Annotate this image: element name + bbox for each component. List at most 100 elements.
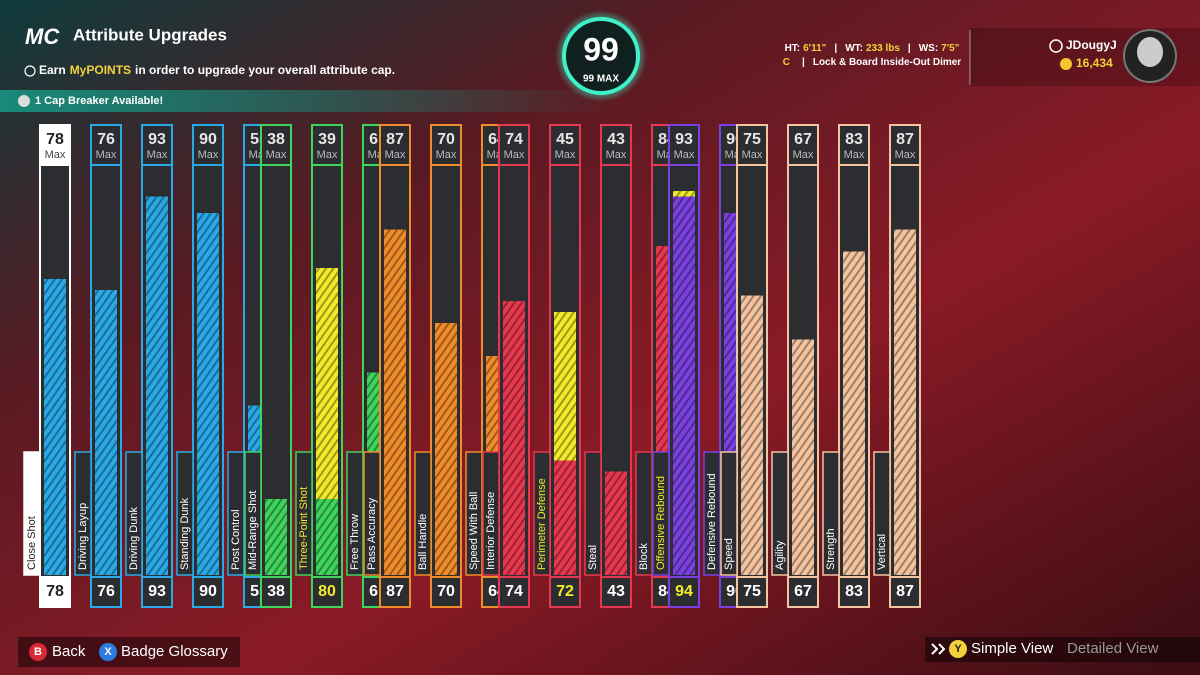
cap-box (498, 124, 530, 166)
cap-label: Max (793, 149, 814, 161)
attribute-value: 90 (199, 583, 217, 600)
cap-value: 93 (675, 131, 693, 148)
name-tab (482, 451, 500, 576)
b-button[interactable] (29, 643, 47, 661)
attribute-name: Pass Accuracy (366, 497, 378, 570)
b-button-label: B (34, 646, 42, 658)
cap-box (430, 124, 462, 166)
info-text: Earn MyPOINTS in order to upgrade your ove… (39, 63, 395, 77)
cap-breaker-text: 1 Cap Breaker Available! (35, 95, 163, 107)
cap-breaker-icon (18, 95, 30, 107)
cap-label: Max (844, 149, 865, 161)
cap-value: 43 (607, 131, 625, 148)
fill-stripes (95, 290, 117, 575)
base-stripes (673, 196, 695, 575)
attribute-name: Mid-Range Shot (247, 491, 259, 571)
cap-value: 39 (318, 131, 336, 148)
x-button[interactable] (99, 643, 117, 661)
cap-value: 45 (556, 131, 574, 148)
view-arrows (931, 643, 946, 655)
footer-left (18, 637, 240, 667)
fill-stripes (146, 196, 168, 575)
cap-box (311, 124, 343, 166)
value-box (141, 576, 173, 608)
value-box (39, 576, 71, 608)
cap-label: Max (606, 149, 627, 161)
attribute-value: 74 (505, 583, 523, 600)
attribute-value: 94 (675, 583, 693, 600)
value-box (311, 576, 343, 608)
name-tab (652, 451, 670, 576)
value-box (787, 576, 819, 608)
player-measurements: HT: 6'11" | WT: 233 lbs | WS: 7'5" (785, 43, 960, 54)
cap-value: 70 (437, 131, 455, 148)
value-box (379, 576, 411, 608)
attribute-name: Speed (723, 538, 735, 570)
fill-stripes (843, 251, 865, 575)
attribute-name: Offensive Rebound (655, 476, 667, 570)
fill-stripes (197, 213, 219, 575)
attribute-name: Free Throw (349, 514, 361, 570)
attribute-value: 75 (743, 583, 761, 600)
name-tab (635, 451, 653, 576)
cap-value: 87 (896, 131, 914, 148)
back[interactable]: Back (52, 643, 86, 660)
attribute-name: Vertical (876, 534, 888, 570)
vc-coin (1060, 58, 1072, 70)
cap-box (736, 124, 768, 166)
gamertag: JDougyJ (1066, 38, 1117, 52)
xbox-icon (1049, 39, 1063, 53)
attribute-value: 70 (437, 583, 455, 600)
simple-view[interactable]: Simple View (971, 640, 1053, 657)
attribute-value: 80 (318, 583, 336, 600)
cap-value: 74 (505, 131, 523, 148)
name-tab (125, 451, 143, 576)
avatar-face (1137, 37, 1163, 67)
value-box (90, 576, 122, 608)
name-tab (295, 451, 313, 576)
attribute-value: 78 (46, 583, 64, 600)
cap-label: Max (742, 149, 763, 161)
attribute-name: Speed With Ball (468, 492, 480, 570)
cap-label: Max (385, 149, 406, 161)
name-tab (74, 451, 92, 576)
badge-glossary[interactable]: Badge Glossary (121, 643, 228, 660)
cap-box (90, 124, 122, 166)
cap-box (379, 124, 411, 166)
cap-value: 78 (46, 131, 64, 148)
fill-stripes (741, 295, 763, 575)
overall-max: 99 MAX (583, 74, 619, 85)
player-build: C | Lock & Board Inside-Out Dimer (783, 57, 962, 68)
cap-box (141, 124, 173, 166)
cap-value: 93 (148, 131, 166, 148)
overall-badge (562, 17, 640, 95)
y-button[interactable] (949, 640, 967, 658)
y-button-label: Y (954, 643, 962, 655)
cap-box (600, 124, 632, 166)
cap-label: Max (45, 149, 66, 161)
cap-box (39, 124, 71, 166)
detailed-view[interactable]: Detailed View (1067, 640, 1159, 657)
attribute-value: 87 (896, 583, 914, 600)
name-tab (533, 451, 551, 576)
cap-value: 90 (199, 131, 217, 148)
cap-label: Max (674, 149, 695, 161)
cap-box (889, 124, 921, 166)
attribute-name: Strength (825, 528, 837, 570)
cap-label: Max (504, 149, 525, 161)
fill-stripes (44, 279, 66, 575)
logo: MC (25, 24, 60, 49)
cap-label: Max (198, 149, 219, 161)
cap-value: 76 (97, 131, 115, 148)
attribute-value: 43 (607, 583, 625, 600)
attribute-name: Defensive Rebound (706, 473, 718, 570)
cap-breaker-strip (0, 90, 620, 112)
name-tab (363, 451, 381, 576)
value-box (600, 576, 632, 608)
value-box (889, 576, 921, 608)
name-tab (873, 451, 891, 576)
base-stripes (554, 460, 576, 575)
attribute-value: 76 (97, 583, 115, 600)
name-tab (23, 451, 41, 576)
cap-label: Max (266, 149, 287, 161)
